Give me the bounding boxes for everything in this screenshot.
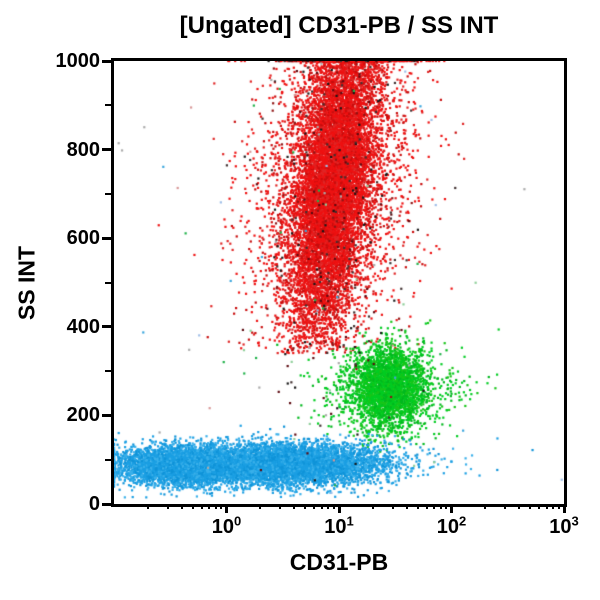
x-minor-tick xyxy=(405,504,408,509)
x-minor-tick xyxy=(208,504,211,509)
x-minor-tick xyxy=(220,504,223,509)
x-minor-tick xyxy=(313,504,316,509)
x-minor-tick xyxy=(391,504,394,509)
x-minor-tick xyxy=(166,504,169,509)
y-minor-tick xyxy=(105,104,111,107)
y-major-tick xyxy=(102,413,111,417)
y-major-tick xyxy=(102,502,111,506)
x-major-tick xyxy=(562,504,566,513)
y-axis-label: SS INT xyxy=(13,245,40,321)
x-minor-tick xyxy=(304,504,307,509)
x-minor-tick xyxy=(146,504,149,509)
y-tick-label: 1000 xyxy=(55,50,101,72)
y-tick-label: 600 xyxy=(66,227,100,250)
x-minor-tick xyxy=(214,504,217,509)
x-minor-tick xyxy=(439,504,442,509)
x-minor-tick xyxy=(557,504,560,509)
x-minor-tick xyxy=(191,504,194,509)
scatter-canvas xyxy=(114,61,564,504)
x-minor-tick xyxy=(332,504,335,509)
x-minor-tick xyxy=(538,504,541,509)
y-major-tick xyxy=(102,59,111,63)
y-major-tick xyxy=(102,325,111,329)
x-minor-tick xyxy=(279,504,282,509)
x-tick-exponent: 2 xyxy=(459,513,467,529)
x-major-tick xyxy=(450,504,453,513)
x-tick-exponent: 0 xyxy=(234,513,242,529)
x-minor-tick xyxy=(433,504,436,509)
x-minor-tick xyxy=(259,504,262,509)
x-minor-tick xyxy=(416,504,419,509)
x-major-tick xyxy=(225,504,228,513)
plot-area xyxy=(111,58,567,507)
x-minor-tick xyxy=(552,504,555,509)
x-minor-tick xyxy=(529,504,532,509)
chart-title: [Ungated] CD31-PB / SS INT xyxy=(179,12,499,39)
x-minor-tick xyxy=(484,504,487,509)
x-minor-tick xyxy=(425,504,428,509)
x-axis-label: CD31-PB xyxy=(289,549,389,575)
x-minor-tick xyxy=(327,504,330,509)
y-minor-tick xyxy=(105,192,111,195)
x-minor-tick xyxy=(504,504,507,509)
x-minor-tick xyxy=(320,504,323,509)
y-minor-tick xyxy=(105,458,111,461)
x-tick-label: 103 xyxy=(549,513,579,538)
x-tick-label: 100 xyxy=(211,513,242,538)
x-minor-tick xyxy=(371,504,374,509)
y-tick-label: 400 xyxy=(66,315,100,338)
y-minor-tick xyxy=(105,281,111,284)
x-tick-exponent: 1 xyxy=(346,513,354,529)
x-tick-label: 102 xyxy=(436,513,467,538)
y-minor-tick xyxy=(105,370,111,373)
x-minor-tick xyxy=(180,504,183,509)
x-minor-tick xyxy=(200,504,203,509)
x-minor-tick xyxy=(518,504,521,509)
y-major-tick xyxy=(102,148,111,152)
x-tick-exponent: 3 xyxy=(571,513,579,529)
x-tick-label: 101 xyxy=(324,513,354,538)
y-tick-label: 200 xyxy=(66,404,100,427)
y-major-tick xyxy=(102,236,111,240)
x-minor-tick xyxy=(545,504,548,509)
x-minor-tick xyxy=(445,504,448,509)
x-major-tick xyxy=(337,504,341,513)
x-minor-tick xyxy=(293,504,296,509)
y-tick-label: 800 xyxy=(66,138,100,161)
y-tick-label: 0 xyxy=(88,493,100,515)
